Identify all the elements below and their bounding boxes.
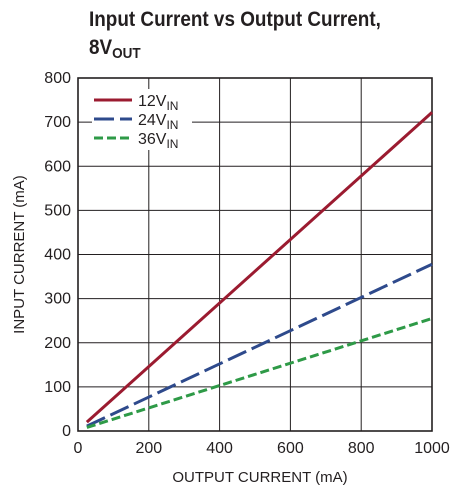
y-axis-label: INPUT CURRENT (mA) bbox=[11, 175, 28, 334]
chart-title-vout-subscript: OUT bbox=[112, 45, 141, 62]
y-tick-label-400: 400 bbox=[44, 247, 71, 264]
chart-title-line-1: Input Current vs Output Current, bbox=[89, 8, 381, 31]
x-tick-label-0: 0 bbox=[74, 440, 83, 457]
y-tick-label-300: 300 bbox=[44, 291, 71, 308]
x-tick-label-800: 800 bbox=[348, 440, 375, 457]
y-tick-label-500: 500 bbox=[44, 202, 71, 219]
series-line-36vin bbox=[86, 317, 433, 429]
plot-frame bbox=[77, 77, 433, 432]
x-axis-label: OUTPUT CURRENT (mA) bbox=[172, 469, 347, 486]
chart-title-vout-base: 8V bbox=[89, 36, 113, 59]
legend-label-36vin: 36VIN bbox=[138, 131, 178, 151]
y-tick-label-100: 100 bbox=[44, 379, 71, 396]
y-tick-label-200: 200 bbox=[44, 335, 71, 352]
y-tick-label-0: 0 bbox=[62, 423, 71, 440]
series-line-12vin bbox=[85, 111, 434, 424]
x-tick-label-200: 200 bbox=[135, 440, 162, 457]
x-tick-label-600: 600 bbox=[277, 440, 304, 457]
y-tick-label-600: 600 bbox=[44, 158, 71, 175]
legend-label-12vin: 12VIN bbox=[138, 93, 178, 113]
legend-label-24vin: 24VIN bbox=[138, 112, 178, 132]
x-tick-label-1000: 1000 bbox=[414, 440, 450, 457]
chart-title-line-2: 8VOUT bbox=[89, 34, 422, 68]
y-tick-label-700: 700 bbox=[44, 114, 71, 131]
y-tick-label-800: 800 bbox=[44, 70, 71, 87]
x-tick-label-400: 400 bbox=[206, 440, 233, 457]
series-line-24vin bbox=[86, 262, 433, 428]
chart-title: Input Current vs Output Current, 8VOUT bbox=[89, 6, 422, 68]
